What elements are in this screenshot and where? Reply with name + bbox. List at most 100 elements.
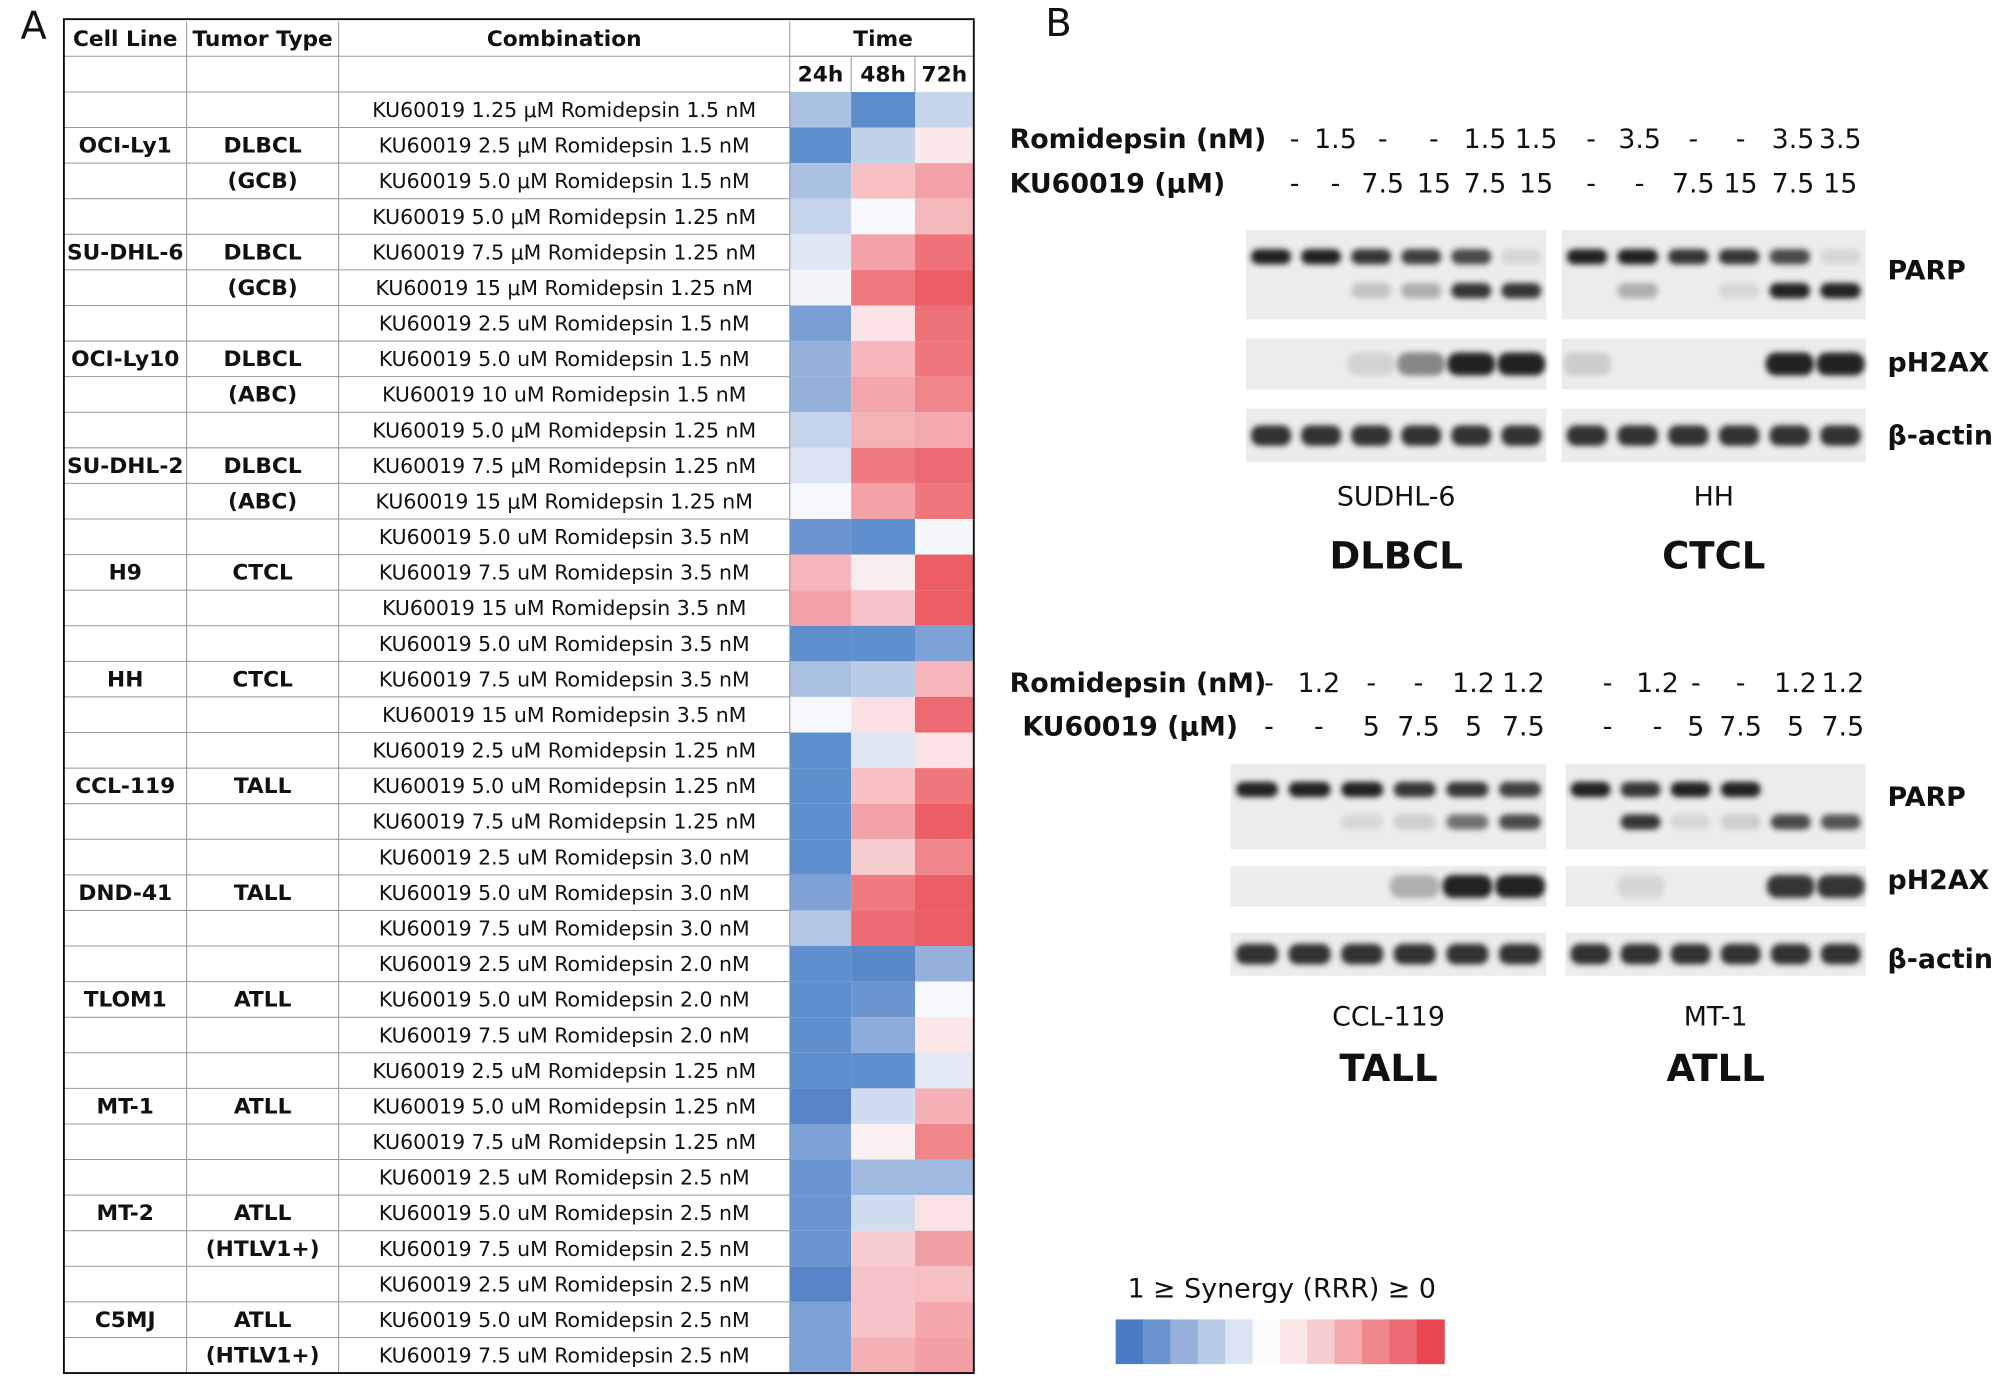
legend-swatch xyxy=(1279,1319,1308,1365)
blot-band xyxy=(1566,425,1608,446)
combination: KU60019 7.5 uM Romidepsin 3.5 nM xyxy=(379,667,750,691)
blot-band xyxy=(1770,943,1811,965)
combination: KU60019 15 uM Romidepsin 3.5 nM xyxy=(382,703,746,727)
blot-band xyxy=(1620,943,1661,965)
heat-cell xyxy=(851,1159,916,1196)
blot-band xyxy=(1720,943,1761,965)
heat-cell xyxy=(915,946,974,982)
blot-band xyxy=(1816,352,1865,376)
heat-cell xyxy=(789,1337,852,1374)
lane-label: 7.5 xyxy=(1772,169,1815,200)
blot-band xyxy=(1401,283,1442,299)
heat-cell xyxy=(789,483,852,519)
tumor-type: (ABC) xyxy=(228,489,297,514)
lane-label: - xyxy=(1736,124,1746,155)
combination: KU60019 5.0 uM Romidepsin 1.5 nM xyxy=(379,347,750,371)
heat-cell xyxy=(915,483,974,519)
blot-band xyxy=(1769,425,1811,446)
heat-cell xyxy=(789,269,852,306)
heat-cell xyxy=(851,981,916,1018)
column-header: Tumor Type xyxy=(192,27,332,52)
legend-swatch xyxy=(1170,1319,1199,1365)
heat-cell xyxy=(789,946,852,982)
table-border xyxy=(62,18,975,1375)
lane-label: - xyxy=(1688,124,1698,155)
blot-band xyxy=(1820,283,1861,299)
heat-cell xyxy=(789,376,852,413)
heat-cell xyxy=(915,625,974,662)
blot-band xyxy=(1442,874,1493,898)
blot-background xyxy=(1565,865,1866,907)
combination: KU60019 5.0 uM Romidepsin 2.5 nM xyxy=(379,1308,750,1332)
heat-cell xyxy=(851,768,916,804)
tumor-type: ATLL xyxy=(234,1094,292,1119)
heat-cell xyxy=(789,874,852,911)
heat-cell xyxy=(851,554,916,591)
heat-cell xyxy=(915,163,974,199)
protein-label: β-actin xyxy=(1888,420,1993,451)
lane-label: 15 xyxy=(1724,169,1758,200)
blot-band xyxy=(1820,249,1861,265)
cell-line: DND-41 xyxy=(78,881,172,906)
blot-background xyxy=(1246,408,1547,463)
heat-cell xyxy=(915,91,974,128)
heat-cell xyxy=(789,839,852,875)
panel-label: B xyxy=(1045,1,1071,46)
heat-cell xyxy=(915,376,974,413)
heat-cell xyxy=(915,803,974,840)
column-header: Combination xyxy=(487,27,642,52)
heat-cell xyxy=(789,554,852,591)
lane-label: 1.2 xyxy=(1821,668,1864,699)
combination: KU60019 1.25 μM Romidepsin 1.5 nM xyxy=(372,98,756,122)
blot-band xyxy=(1670,943,1711,965)
lane-label: 1.2 xyxy=(1502,668,1545,699)
blot-band xyxy=(1498,781,1542,798)
tumor-type: ATLL xyxy=(234,1201,292,1226)
blot-band xyxy=(1251,249,1292,265)
blot-band xyxy=(1570,781,1611,798)
heat-cell xyxy=(851,1052,916,1089)
blot-band xyxy=(1668,425,1709,446)
heat-cell xyxy=(915,269,974,306)
combination: KU60019 5.0 uM Romidepsin 3.5 nM xyxy=(379,525,750,549)
lane-label: - xyxy=(1378,124,1388,155)
blot-band xyxy=(1393,781,1436,798)
heat-cell xyxy=(789,1088,852,1124)
blot-band xyxy=(1616,874,1665,898)
tumor-type: DLBCL xyxy=(224,134,302,159)
combination: KU60019 5.0 uM Romidepsin 1.25 nM xyxy=(372,1094,756,1118)
time-header: 24h xyxy=(798,62,844,87)
combination: KU60019 5.0 uM Romidepsin 3.0 nM xyxy=(379,881,750,905)
heat-cell xyxy=(789,981,852,1018)
blot-band xyxy=(1446,943,1489,965)
blot-band xyxy=(1301,249,1342,265)
legend-swatch xyxy=(1334,1319,1363,1365)
cell-line-label: MT-1 xyxy=(1684,1001,1748,1032)
blot-band xyxy=(1446,781,1489,798)
blot-band xyxy=(1451,425,1492,446)
combination: KU60019 2.5 uM Romidepsin 2.5 nM xyxy=(379,1272,750,1296)
blot-band xyxy=(1670,814,1711,830)
heat-cell xyxy=(851,910,916,947)
heat-cell xyxy=(851,1017,916,1053)
heat-cell xyxy=(915,518,974,555)
heat-cell xyxy=(915,1159,974,1196)
combination: KU60019 5.0 uM Romidepsin 3.5 nM xyxy=(379,632,750,656)
heat-cell xyxy=(789,1195,852,1231)
lane-label: 1.5 xyxy=(1464,124,1507,155)
blot-band xyxy=(1288,943,1331,965)
lane-label: - xyxy=(1691,668,1701,699)
blot-band xyxy=(1393,943,1436,965)
blot-band xyxy=(1820,814,1861,830)
cell-line: OCI-Ly10 xyxy=(71,347,179,372)
heat-cell xyxy=(915,234,974,270)
combination: KU60019 7.5 uM Romidepsin 2.5 nM xyxy=(379,1237,750,1261)
tumor-type: CTCL xyxy=(232,561,293,586)
combination: KU60019 5.0 uM Romidepsin 2.0 nM xyxy=(379,988,750,1012)
lane-label: - xyxy=(1264,712,1274,743)
tumor-type: ATLL xyxy=(234,1308,292,1333)
cell-line-label: CCL-119 xyxy=(1332,1001,1445,1032)
row-label: Romidepsin (nM) xyxy=(1010,124,1267,155)
lane-label: - xyxy=(1653,712,1663,743)
heat-cell xyxy=(789,1159,852,1196)
